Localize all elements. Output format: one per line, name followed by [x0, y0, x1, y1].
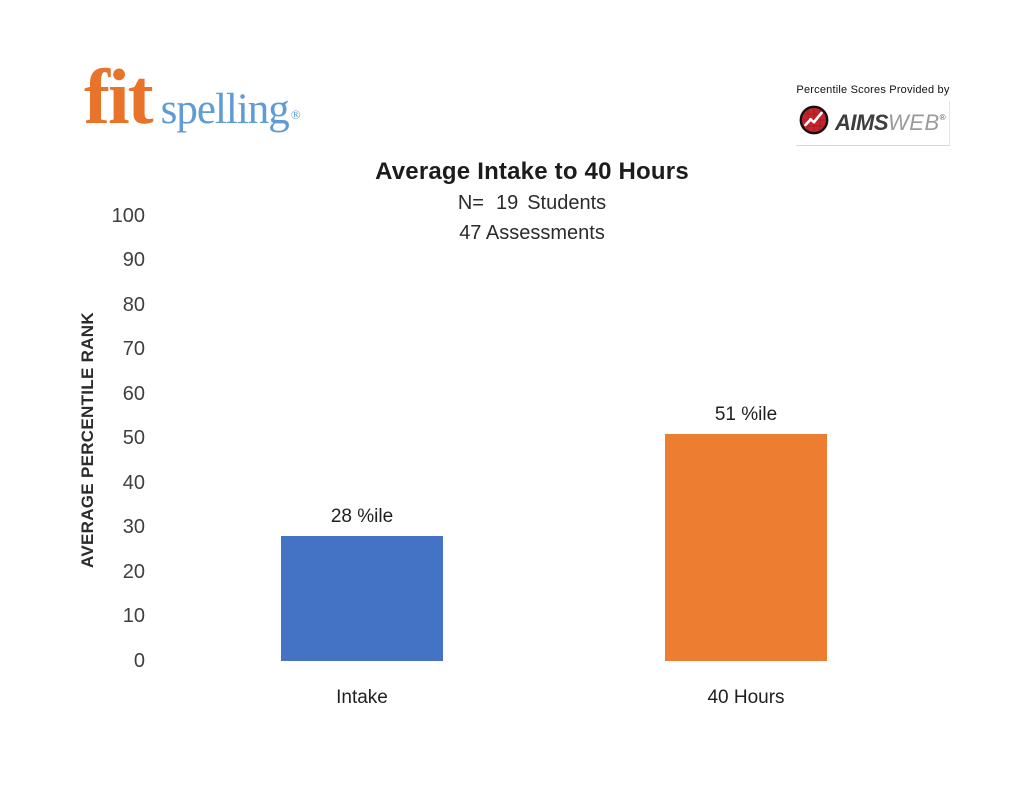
subtitle-n-value: 19	[495, 192, 519, 214]
chart-title: Average Intake to 40 Hours	[375, 158, 689, 185]
y-tick-label-10: 10	[122, 605, 145, 628]
subtitle-n-suffix: Students	[527, 192, 607, 214]
chart-subtitle-line2: 47 Assessments	[459, 222, 605, 244]
category-label-40-hours: 40 Hours	[707, 687, 785, 708]
y-tick-label-90: 90	[122, 249, 145, 272]
bar-value-label-intake: 28 %ile	[330, 506, 394, 528]
y-tick-label-20: 20	[122, 560, 145, 583]
provider-caption: Percentile Scores Provided by	[796, 84, 950, 96]
bar-intake	[281, 536, 443, 661]
chart-header: Average Intake to 40 Hours N= 19 Students …	[282, 156, 782, 248]
logo-spelling-text: spelling	[160, 86, 290, 133]
bar-40-hours	[665, 433, 827, 661]
aimsweb-logo: AIMS WEB ®	[796, 101, 950, 146]
aimsweb-registered-mark: ®	[939, 112, 946, 122]
y-tick-label-30: 30	[122, 516, 145, 539]
chart-subtitle-line1: N= 19 Students	[282, 188, 782, 218]
y-tick-label-40: 40	[122, 471, 145, 494]
category-label-intake: Intake	[336, 687, 388, 708]
y-tick-label-60: 60	[122, 382, 145, 405]
fit-spelling-logo: fit spelling ®	[84, 58, 301, 136]
web-text: WEB	[888, 109, 940, 135]
y-tick-label-0: 0	[133, 650, 145, 672]
aimsweb-graph-icon	[798, 104, 830, 141]
subtitle-n-prefix: N=	[457, 192, 484, 214]
aimsweb-wordmark: AIMS WEB ®	[835, 109, 946, 135]
bar-value-label-40-hours: 51 %ile	[714, 403, 778, 425]
logo-fit-text: fit	[84, 53, 154, 140]
provider-badge: Percentile Scores Provided by AIMS WE	[796, 84, 950, 146]
y-tick-label-50: 50	[122, 427, 145, 450]
aims-text: AIMS	[835, 109, 889, 135]
y-tick-label-80: 80	[122, 293, 145, 316]
y-tick-label-100: 100	[111, 204, 145, 227]
logo-registered-mark: ®	[290, 107, 301, 122]
y-tick-label-70: 70	[122, 338, 145, 361]
